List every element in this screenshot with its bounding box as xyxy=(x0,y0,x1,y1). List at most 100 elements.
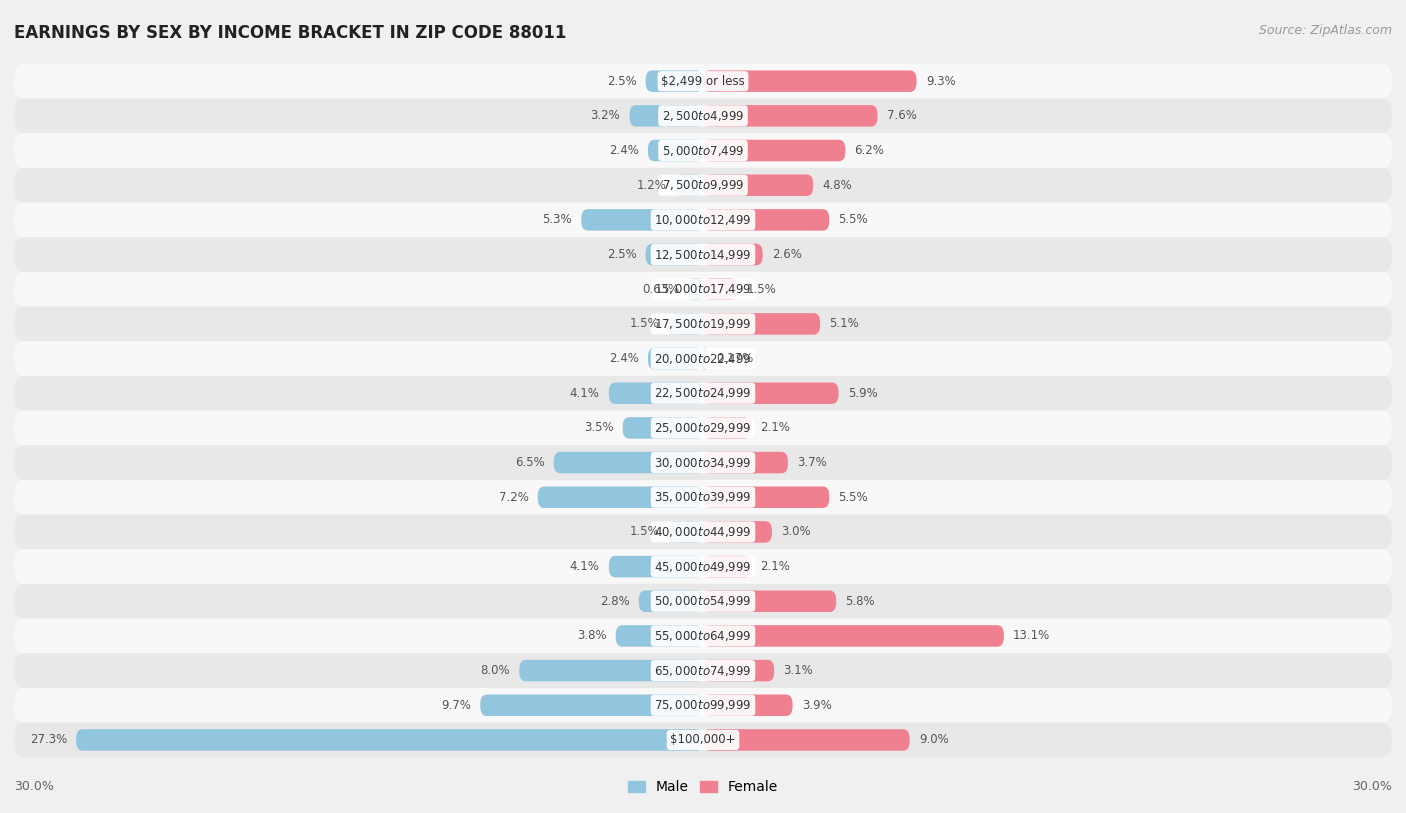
Text: $35,000 to $39,999: $35,000 to $39,999 xyxy=(654,490,752,504)
Text: $100,000+: $100,000+ xyxy=(671,733,735,746)
FancyBboxPatch shape xyxy=(648,348,703,369)
Text: $2,499 or less: $2,499 or less xyxy=(661,75,745,88)
FancyBboxPatch shape xyxy=(703,105,877,127)
FancyBboxPatch shape xyxy=(14,376,1392,411)
Text: $55,000 to $64,999: $55,000 to $64,999 xyxy=(654,629,752,643)
FancyBboxPatch shape xyxy=(703,348,707,369)
Text: 3.9%: 3.9% xyxy=(801,699,831,711)
FancyBboxPatch shape xyxy=(616,625,703,646)
FancyBboxPatch shape xyxy=(630,105,703,127)
FancyBboxPatch shape xyxy=(14,202,1392,237)
Text: $30,000 to $34,999: $30,000 to $34,999 xyxy=(654,455,752,470)
FancyBboxPatch shape xyxy=(703,660,775,681)
Text: 7.6%: 7.6% xyxy=(887,110,917,122)
Text: $5,000 to $7,499: $5,000 to $7,499 xyxy=(662,144,744,158)
Text: 2.5%: 2.5% xyxy=(606,75,637,88)
FancyBboxPatch shape xyxy=(669,521,703,542)
Text: 0.17%: 0.17% xyxy=(716,352,754,365)
Text: 2.1%: 2.1% xyxy=(761,421,790,434)
FancyBboxPatch shape xyxy=(703,521,772,542)
FancyBboxPatch shape xyxy=(675,175,703,196)
Text: $12,500 to $14,999: $12,500 to $14,999 xyxy=(654,247,752,262)
FancyBboxPatch shape xyxy=(14,272,1392,307)
Text: $7,500 to $9,999: $7,500 to $9,999 xyxy=(662,178,744,192)
FancyBboxPatch shape xyxy=(703,382,838,404)
Text: 5.3%: 5.3% xyxy=(543,213,572,226)
FancyBboxPatch shape xyxy=(703,452,787,473)
FancyBboxPatch shape xyxy=(703,417,751,439)
Text: 4.1%: 4.1% xyxy=(569,560,599,573)
Text: 1.5%: 1.5% xyxy=(747,283,776,296)
Text: 9.7%: 9.7% xyxy=(441,699,471,711)
FancyBboxPatch shape xyxy=(14,584,1392,619)
Text: 1.2%: 1.2% xyxy=(637,179,666,192)
Text: 2.5%: 2.5% xyxy=(606,248,637,261)
FancyBboxPatch shape xyxy=(703,556,751,577)
FancyBboxPatch shape xyxy=(14,723,1392,757)
Text: 2.4%: 2.4% xyxy=(609,352,638,365)
Text: 6.5%: 6.5% xyxy=(515,456,544,469)
Text: $17,500 to $19,999: $17,500 to $19,999 xyxy=(654,317,752,331)
Text: 30.0%: 30.0% xyxy=(1353,780,1392,793)
FancyBboxPatch shape xyxy=(689,279,703,300)
Legend: Male, Female: Male, Female xyxy=(623,775,783,800)
FancyBboxPatch shape xyxy=(14,688,1392,723)
FancyBboxPatch shape xyxy=(609,382,703,404)
FancyBboxPatch shape xyxy=(14,654,1392,688)
FancyBboxPatch shape xyxy=(14,98,1392,133)
FancyBboxPatch shape xyxy=(14,411,1392,446)
Text: 13.1%: 13.1% xyxy=(1012,629,1050,642)
FancyBboxPatch shape xyxy=(14,167,1392,202)
Text: 8.0%: 8.0% xyxy=(481,664,510,677)
FancyBboxPatch shape xyxy=(638,590,703,612)
FancyBboxPatch shape xyxy=(703,209,830,231)
FancyBboxPatch shape xyxy=(703,244,762,265)
FancyBboxPatch shape xyxy=(14,550,1392,584)
FancyBboxPatch shape xyxy=(703,625,1004,646)
FancyBboxPatch shape xyxy=(623,417,703,439)
FancyBboxPatch shape xyxy=(14,515,1392,550)
Text: $10,000 to $12,499: $10,000 to $12,499 xyxy=(654,213,752,227)
FancyBboxPatch shape xyxy=(703,694,793,716)
FancyBboxPatch shape xyxy=(14,133,1392,167)
FancyBboxPatch shape xyxy=(76,729,703,750)
Text: 9.3%: 9.3% xyxy=(925,75,956,88)
Text: 1.5%: 1.5% xyxy=(630,317,659,330)
Text: 6.2%: 6.2% xyxy=(855,144,884,157)
FancyBboxPatch shape xyxy=(14,64,1392,98)
FancyBboxPatch shape xyxy=(481,694,703,716)
Text: 2.8%: 2.8% xyxy=(600,595,630,608)
Text: 5.9%: 5.9% xyxy=(848,387,877,400)
Text: $40,000 to $44,999: $40,000 to $44,999 xyxy=(654,525,752,539)
FancyBboxPatch shape xyxy=(703,313,820,335)
Text: 27.3%: 27.3% xyxy=(30,733,67,746)
FancyBboxPatch shape xyxy=(14,480,1392,515)
Text: 3.5%: 3.5% xyxy=(583,421,613,434)
FancyBboxPatch shape xyxy=(703,279,738,300)
Text: 5.8%: 5.8% xyxy=(845,595,875,608)
FancyBboxPatch shape xyxy=(14,237,1392,272)
Text: $22,500 to $24,999: $22,500 to $24,999 xyxy=(654,386,752,400)
FancyBboxPatch shape xyxy=(519,660,703,681)
Text: 3.1%: 3.1% xyxy=(783,664,813,677)
Text: 9.0%: 9.0% xyxy=(920,733,949,746)
FancyBboxPatch shape xyxy=(537,486,703,508)
Text: 2.6%: 2.6% xyxy=(772,248,801,261)
Text: 1.5%: 1.5% xyxy=(630,525,659,538)
FancyBboxPatch shape xyxy=(554,452,703,473)
Text: 30.0%: 30.0% xyxy=(14,780,53,793)
FancyBboxPatch shape xyxy=(703,486,830,508)
Text: 5.1%: 5.1% xyxy=(830,317,859,330)
Text: 5.5%: 5.5% xyxy=(838,213,868,226)
Text: 2.1%: 2.1% xyxy=(761,560,790,573)
Text: $2,500 to $4,999: $2,500 to $4,999 xyxy=(662,109,744,123)
FancyBboxPatch shape xyxy=(669,313,703,335)
FancyBboxPatch shape xyxy=(14,307,1392,341)
Text: $25,000 to $29,999: $25,000 to $29,999 xyxy=(654,421,752,435)
Text: EARNINGS BY SEX BY INCOME BRACKET IN ZIP CODE 88011: EARNINGS BY SEX BY INCOME BRACKET IN ZIP… xyxy=(14,24,567,42)
Text: 4.1%: 4.1% xyxy=(569,387,599,400)
Text: $50,000 to $54,999: $50,000 to $54,999 xyxy=(654,594,752,608)
Text: 7.2%: 7.2% xyxy=(499,491,529,504)
FancyBboxPatch shape xyxy=(703,140,845,161)
Text: $45,000 to $49,999: $45,000 to $49,999 xyxy=(654,559,752,574)
